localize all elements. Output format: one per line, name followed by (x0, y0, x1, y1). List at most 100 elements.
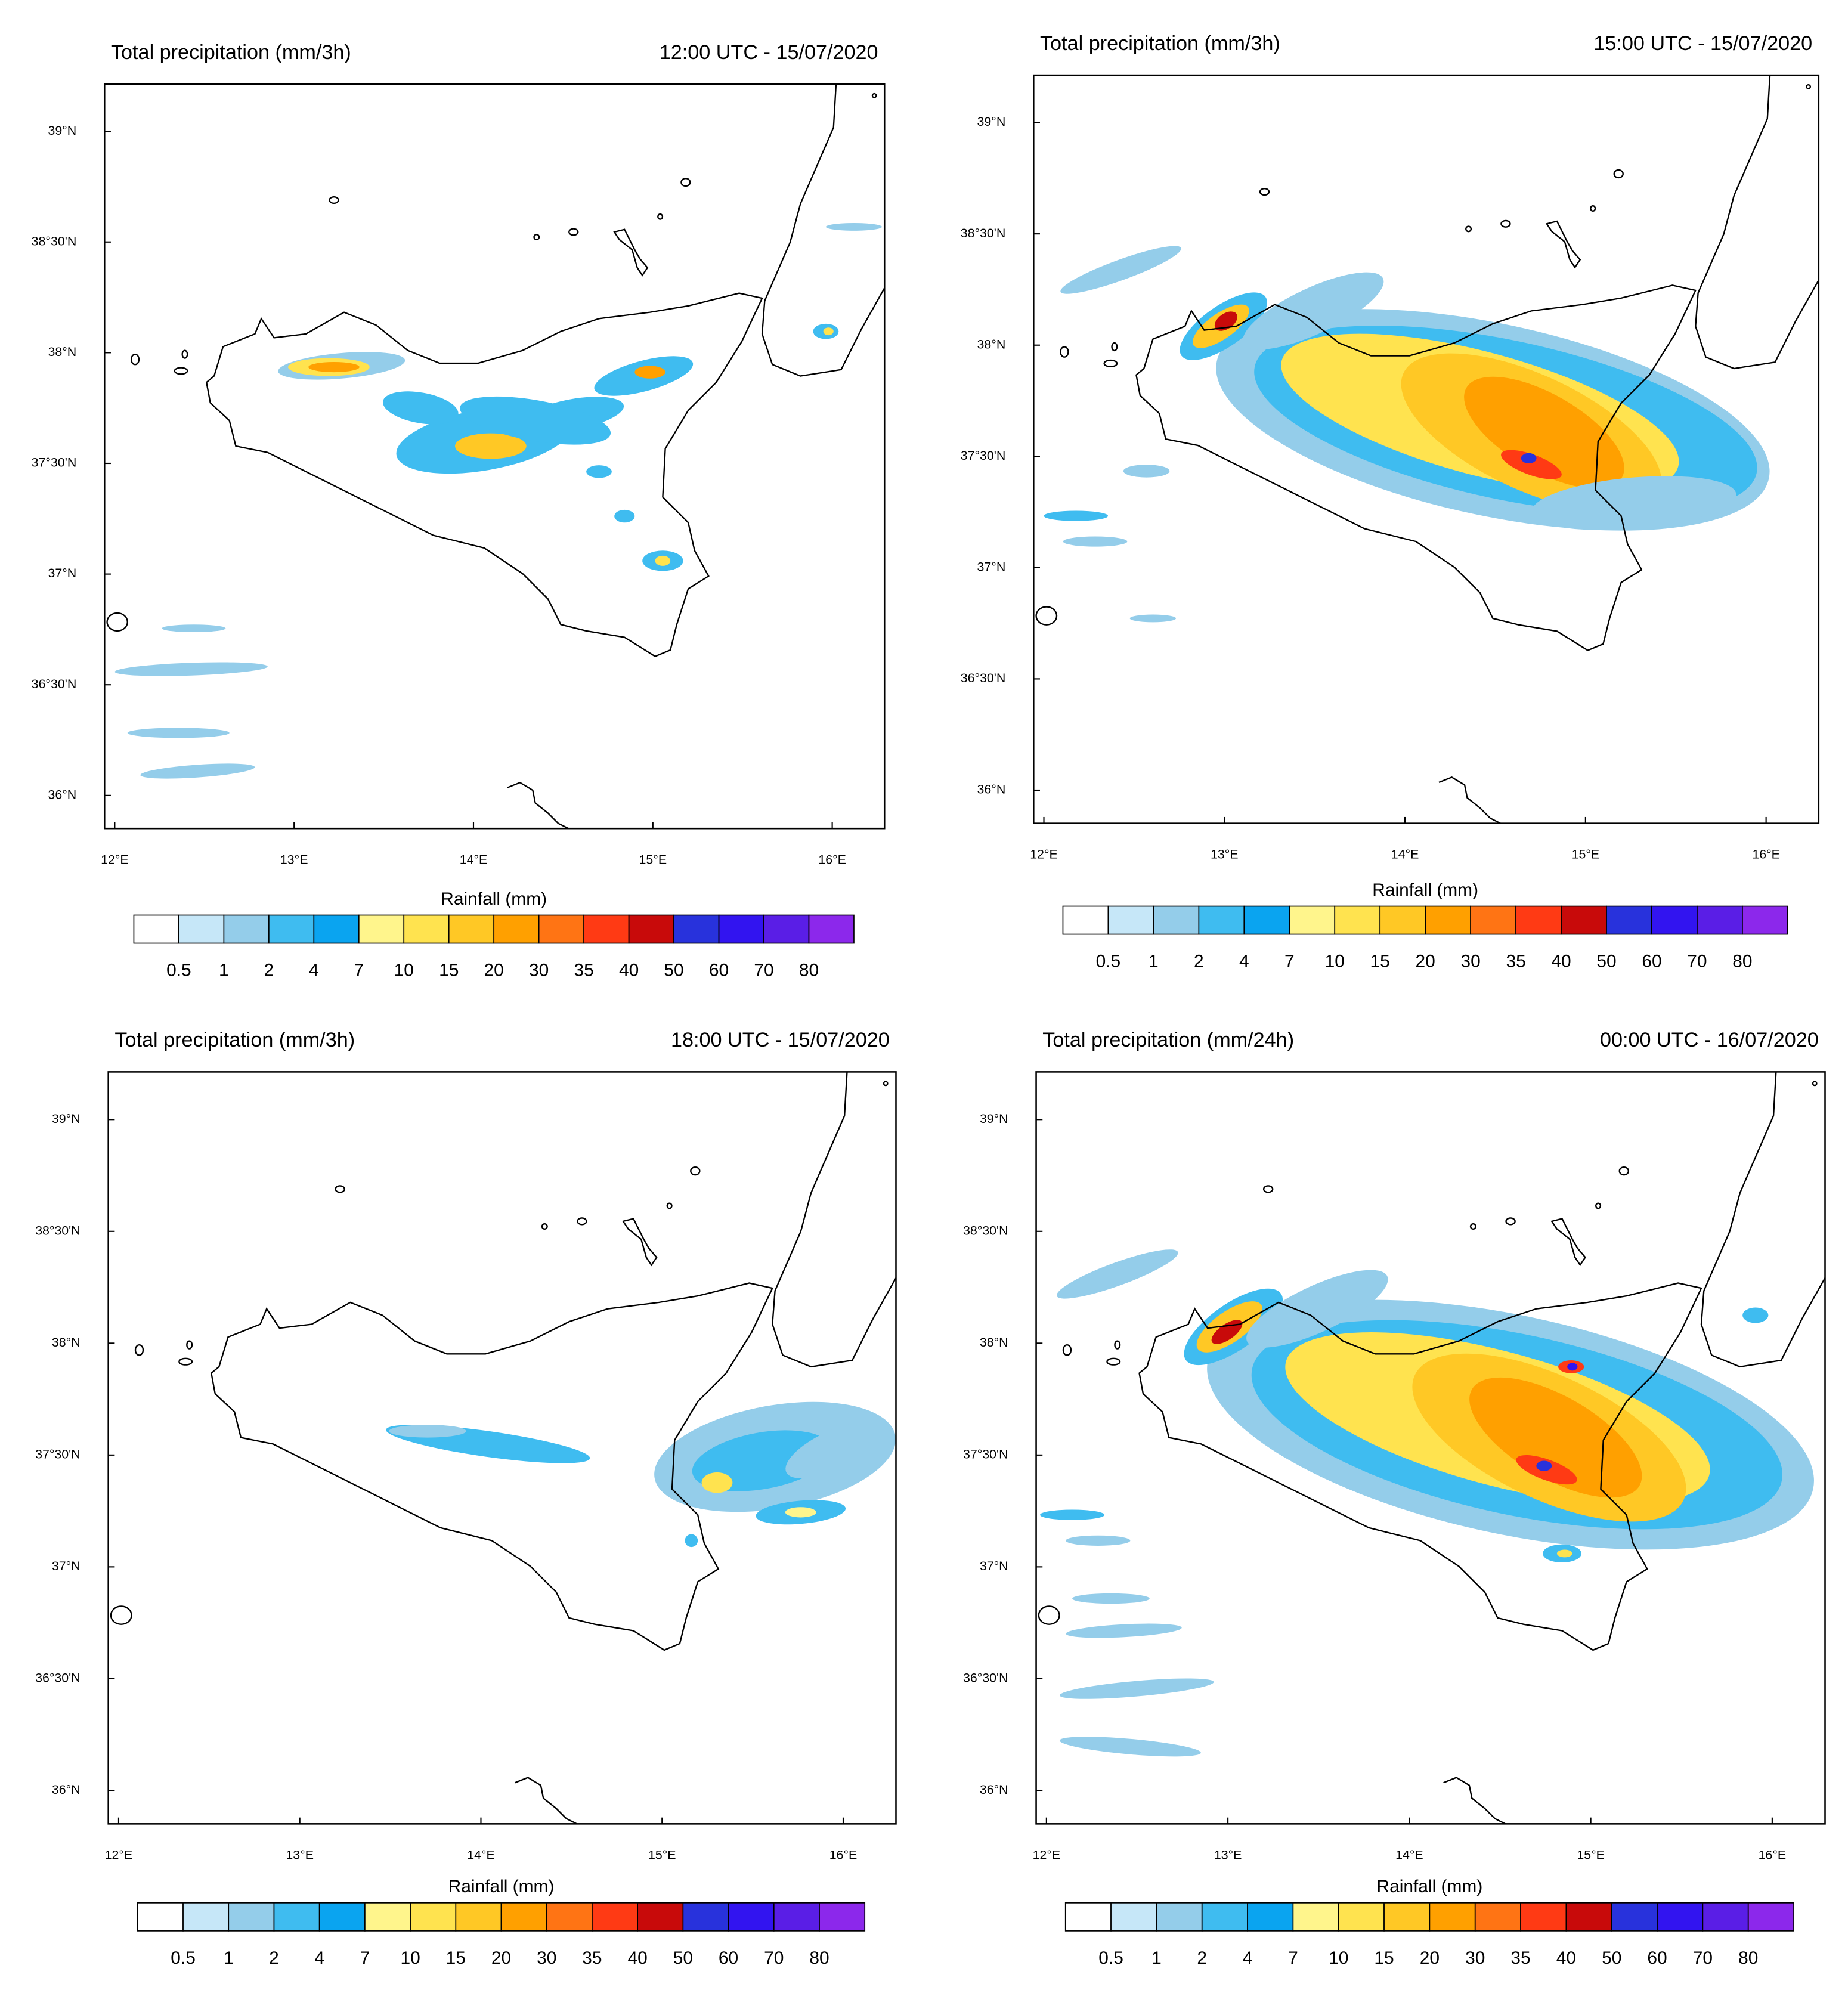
colorbar-box (1338, 1902, 1385, 1932)
precip-area (460, 396, 611, 445)
lat-label: 39°N (48, 123, 77, 138)
precip-area (140, 763, 255, 779)
colorbar-label: 80 (1732, 951, 1752, 971)
lon-label: 15°E (1572, 847, 1600, 862)
colorbar-label: 35 (1510, 1948, 1530, 1968)
colorbar-box (1611, 1902, 1658, 1932)
precip-area (1501, 450, 1562, 479)
lat-label: 39°N (980, 1112, 1008, 1126)
colorbar-box (410, 1902, 457, 1932)
colorbar-box (223, 914, 270, 944)
precip-area (1129, 614, 1177, 623)
colorbar-label: 20 (1416, 951, 1435, 971)
lat-label: 38°30'N (963, 1223, 1008, 1237)
map-frame (107, 1071, 897, 1825)
colorbar-label: 80 (799, 960, 819, 980)
colorbar-box (682, 1902, 729, 1932)
precip-area (825, 223, 882, 231)
lat-label: 37°30'N (961, 448, 1006, 463)
lat-label: 38°30'N (35, 1223, 81, 1237)
colorbar-box (1565, 1902, 1612, 1932)
lon-label: 12°E (101, 852, 129, 867)
colorbar-box (313, 914, 360, 944)
map-panel: Total precipitation (mm/24h) 00:00 UTC - … (963, 1029, 1826, 1968)
precip-area (655, 555, 671, 566)
colorbar-box (1201, 1902, 1248, 1932)
precip-area (701, 1472, 733, 1493)
colorbar-label: 35 (1506, 951, 1525, 971)
colorbar-label: 70 (1687, 951, 1707, 971)
colorbar-label: 2 (1197, 1948, 1207, 1968)
colorbar-label: 30 (1460, 951, 1480, 971)
colorbar-label: 30 (1465, 1948, 1485, 1968)
colorbar-label: 40 (1556, 1948, 1576, 1968)
colorbar-box (546, 1902, 593, 1932)
colorbar-box (493, 914, 540, 944)
colorbar-label: 60 (709, 960, 729, 980)
colorbar-label: 20 (491, 1948, 511, 1968)
panel-time: 12:00 UTC - 15/07/2020 (660, 41, 878, 64)
lat-label: 37°N (980, 1559, 1008, 1573)
lat-label: 36°30'N (963, 1671, 1008, 1685)
colorbar-box (1062, 905, 1109, 935)
colorbar-box (403, 914, 450, 944)
colorbar-label: 4 (309, 960, 319, 980)
colorbar-label: 15 (1374, 1948, 1394, 1968)
colorbar-label: 15 (446, 1948, 466, 1968)
precip-area (162, 624, 226, 633)
map-content (106, 84, 885, 829)
colorbar-box (273, 1902, 320, 1932)
map-content (110, 1072, 896, 1824)
colorbar-label: 10 (394, 960, 414, 980)
precip-area (1123, 465, 1170, 478)
lat-label: 39°N (977, 115, 1006, 129)
lon-label: 15°E (639, 852, 667, 867)
colorbar-box (583, 914, 630, 944)
colorbar-label: 7 (360, 1948, 370, 1968)
colorbar-title: Rainfall (mm) (1372, 880, 1478, 900)
precip-area (1567, 1363, 1578, 1371)
panel-title: Total precipitation (mm/3h) (114, 1029, 355, 1051)
lon-label: 16°E (829, 1848, 858, 1862)
map-area (1038, 1072, 1825, 1824)
colorbar-box (1334, 905, 1381, 935)
lat-label: 38°N (977, 337, 1006, 351)
lat-label: 37°N (977, 559, 1006, 574)
colorbar-box (1243, 905, 1290, 935)
colorbar-label: 0.5 (171, 1948, 196, 1968)
colorbar-label: 1 (1151, 1948, 1162, 1968)
colorbar-box (228, 1902, 275, 1932)
precip-area (1464, 376, 1624, 489)
precip-area (586, 465, 612, 478)
colorbar-label: 0.5 (1096, 951, 1121, 971)
colorbar-label: 30 (529, 960, 549, 980)
colorbar-label: 10 (1325, 951, 1345, 971)
precip-area (1044, 510, 1109, 521)
colorbar-box (1110, 1902, 1157, 1932)
lon-label: 13°E (280, 852, 308, 867)
precip-area (389, 1425, 466, 1438)
colorbar-box (1470, 905, 1516, 935)
colorbar-box (1742, 905, 1788, 935)
lat-label: 38°30'N (961, 226, 1006, 240)
precip-area (1066, 1535, 1131, 1546)
lon-label: 12°E (1033, 1848, 1061, 1862)
panel-time: 15:00 UTC - 15/07/2020 (1593, 32, 1812, 55)
colorbar-box (1198, 905, 1245, 935)
precip-area (1060, 246, 1181, 294)
colorbar-label: 1 (1149, 951, 1159, 971)
colorbar-label: 10 (1329, 1948, 1348, 1968)
colorbar-box (1561, 905, 1607, 935)
panel-title: Total precipitation (mm/3h) (1040, 32, 1280, 55)
precip-area (823, 327, 834, 336)
colorbar-box (1247, 1902, 1294, 1932)
lat-label: 36°30'N (32, 677, 77, 691)
map-content (1038, 1072, 1825, 1824)
lat-label: 39°N (52, 1112, 81, 1126)
precip-area (114, 662, 268, 676)
lon-label: 12°E (105, 1848, 133, 1862)
colorbar-box (182, 1902, 230, 1932)
colorbar-box (1425, 905, 1471, 935)
precip-area (1040, 1509, 1105, 1520)
colorbar-label: 60 (719, 1948, 738, 1968)
